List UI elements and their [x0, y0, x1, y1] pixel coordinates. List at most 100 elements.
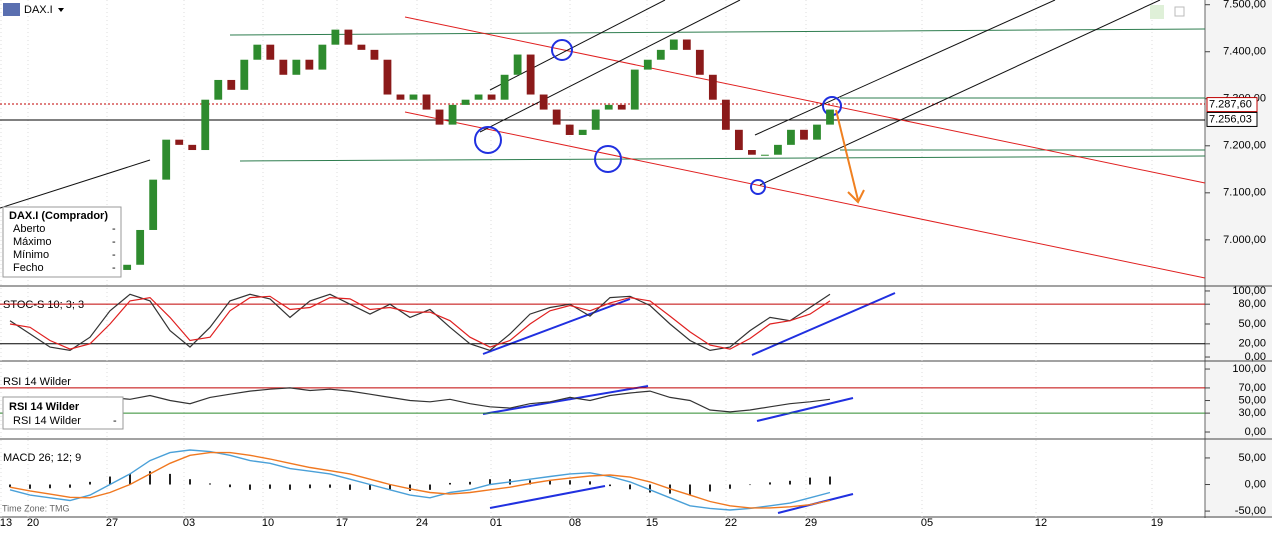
y-tick-label: 100,00	[1232, 285, 1266, 297]
histogram-bar	[729, 484, 731, 489]
candle	[123, 264, 132, 270]
legend-title: DAX.I (Comprador)	[9, 210, 108, 222]
y-tick-label: 50,00	[1238, 318, 1266, 330]
candle	[526, 54, 535, 95]
histogram-bar	[769, 482, 771, 485]
candle	[136, 229, 145, 265]
histogram-bar	[649, 484, 651, 493]
candle	[448, 104, 457, 125]
symbol: DAX.I	[24, 4, 53, 16]
divergence-line	[482, 298, 631, 355]
candle	[682, 39, 691, 50]
candle	[748, 150, 756, 155]
candle	[734, 129, 743, 151]
candle	[669, 39, 678, 50]
candle	[487, 94, 496, 100]
x-tick-label: 08	[569, 517, 581, 529]
histogram-bar	[589, 481, 591, 485]
channel-line	[479, 0, 741, 133]
y-tick-label: 7.400,00	[1223, 46, 1266, 58]
histogram-bar	[69, 484, 71, 488]
indicator-line	[9, 451, 831, 509]
arrow	[835, 109, 859, 201]
panel-separators	[0, 285, 1272, 518]
x-tick-label: 03	[183, 517, 195, 529]
legend-frame	[2, 206, 122, 278]
candle	[162, 139, 171, 180]
histogram-bar	[329, 484, 331, 488]
x-tick-label: 13	[0, 517, 12, 529]
channel-line	[404, 16, 1206, 184]
histogram-bar	[489, 479, 491, 485]
y-tick-label: 80,00	[1238, 298, 1266, 310]
histogram-bar	[109, 476, 111, 485]
marker-circle	[474, 126, 502, 154]
histogram-bar	[29, 484, 31, 489]
legend-label: Máximo	[13, 236, 52, 248]
candle	[721, 99, 730, 130]
candle	[787, 129, 795, 145]
candle	[201, 99, 210, 151]
candle	[500, 74, 509, 100]
panel-title: RSI 14 Wilder	[3, 376, 71, 388]
dropdown[interactable]	[58, 8, 64, 12]
indicator-line	[9, 449, 831, 511]
candle	[591, 109, 600, 130]
candle	[279, 59, 288, 75]
histogram-bar	[629, 484, 631, 490]
histogram-bar	[289, 484, 291, 490]
y-tick-label: 70,00	[1238, 382, 1266, 394]
trend-line	[239, 155, 1206, 162]
y-tick-label: 30,00	[1238, 407, 1266, 419]
channel-line	[404, 111, 1206, 279]
y-tick-label: 0,00	[1245, 426, 1266, 438]
histogram-bar	[9, 484, 11, 488]
legend-label: Fecho	[13, 262, 44, 274]
marker-circle	[750, 179, 766, 195]
legend-title: RSI 14 Wilder	[9, 401, 80, 413]
candle	[578, 129, 587, 135]
x-tick-label: 01	[490, 517, 502, 529]
x-tick-label: 17	[336, 517, 348, 529]
x-tick-label: 22	[725, 517, 737, 529]
histogram-bar	[369, 484, 371, 490]
candle	[656, 49, 665, 60]
histogram-bar	[209, 483, 211, 485]
candle	[370, 49, 379, 60]
tool-icon[interactable]	[1150, 5, 1164, 19]
y-tick-label: 20,00	[1238, 338, 1266, 350]
histogram-bar	[549, 480, 551, 485]
candle	[774, 144, 782, 155]
indicator-line	[9, 387, 831, 413]
histogram-bar	[389, 484, 391, 490]
candle	[474, 94, 483, 100]
legend-value: -	[113, 415, 117, 427]
indicator-line	[9, 295, 831, 350]
candle	[826, 109, 834, 125]
x-tick-label: 19	[1151, 517, 1163, 529]
x-tick-label: 20	[27, 517, 39, 529]
candle	[318, 44, 327, 70]
legend-label: Aberto	[13, 223, 45, 235]
symbol-icon	[3, 3, 20, 16]
marker-circle	[551, 39, 573, 61]
y-tick-label: 100,00	[1232, 363, 1266, 375]
legend-frame	[2, 396, 124, 430]
drawings	[0, 0, 1206, 514]
histogram-bar	[149, 471, 151, 485]
candle	[188, 144, 197, 151]
channel-line	[754, 0, 1056, 136]
candle	[461, 99, 470, 105]
candle	[266, 44, 275, 60]
y-tick-label: 0,00	[1245, 351, 1266, 363]
rsi-legend-box: RSI 14 Wilder RSI 14 Wilder -	[2, 396, 124, 430]
channel-line	[489, 0, 666, 91]
window-icon[interactable]	[1174, 6, 1185, 17]
histogram-bar	[269, 484, 271, 489]
candle	[344, 29, 353, 45]
y-tick-label: 7.000,00	[1223, 234, 1266, 246]
histogram-bar	[409, 484, 411, 491]
histogram-bar	[829, 476, 831, 485]
candle	[422, 94, 431, 110]
